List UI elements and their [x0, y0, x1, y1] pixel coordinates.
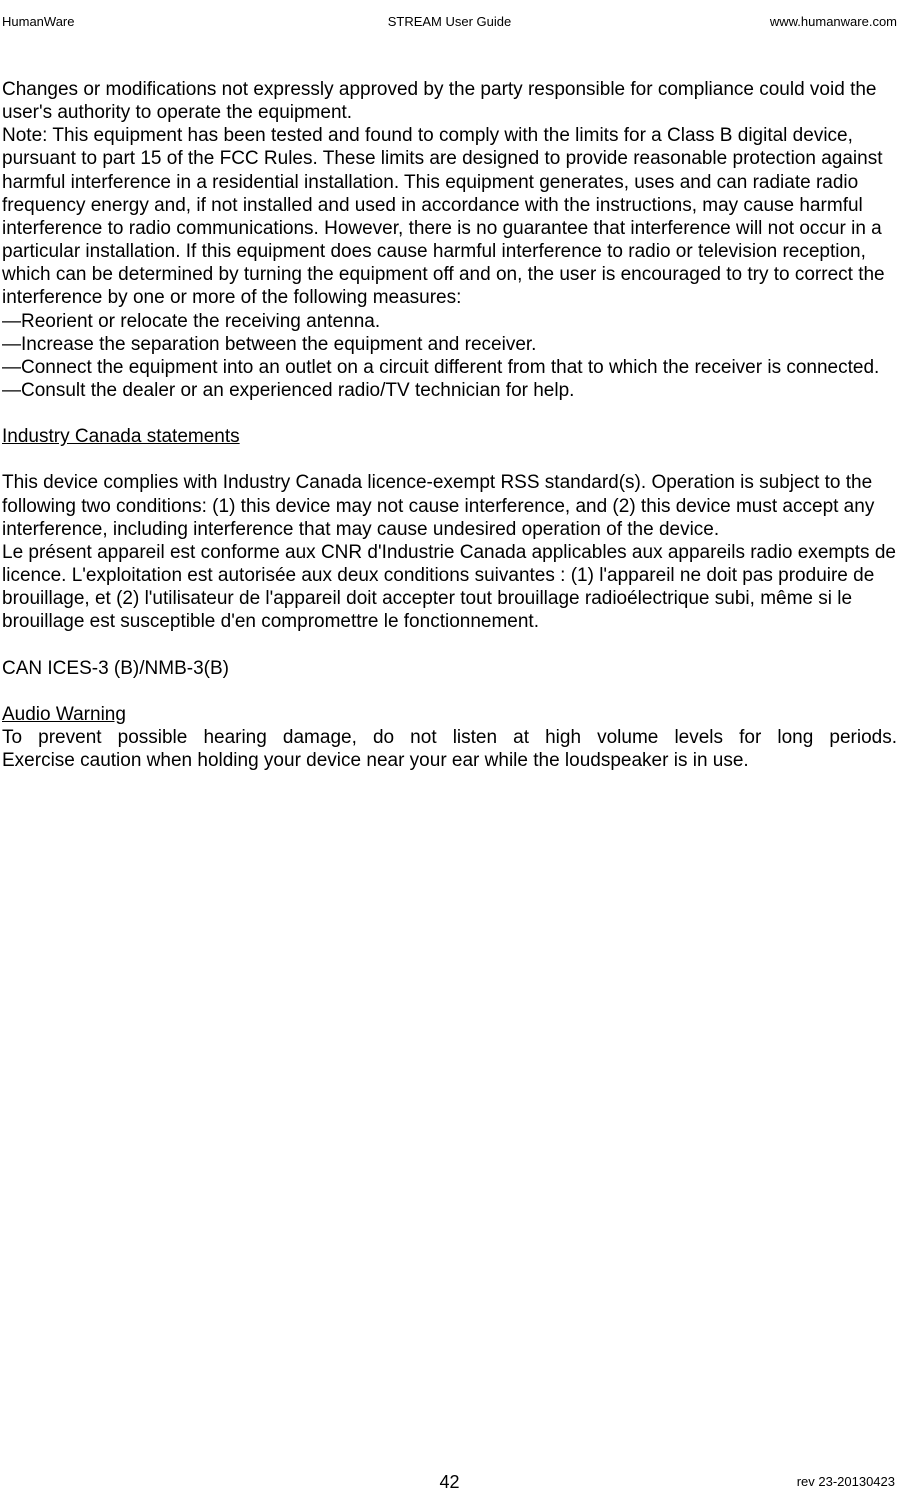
spacer [2, 634, 897, 657]
document-page: HumanWare STREAM User Guide www.humanwar… [0, 0, 899, 1506]
revision-number: rev 23-20130423 [797, 1474, 895, 1490]
measure-4: —Consult the dealer or an experienced ra… [2, 379, 897, 402]
spacer [2, 680, 897, 703]
heading-audio-warning: Audio Warning [2, 703, 897, 726]
heading-industry-canada: Industry Canada statements [2, 425, 897, 448]
paragraph-ic-english: This device complies with Industry Canad… [2, 471, 897, 541]
spacer [2, 402, 897, 425]
measure-3: —Connect the equipment into an outlet on… [2, 356, 897, 379]
page-header: HumanWare STREAM User Guide www.humanwar… [2, 14, 897, 30]
measure-2: —Increase the separation between the equ… [2, 333, 897, 356]
measure-1: —Reorient or relocate the receiving ante… [2, 310, 897, 333]
paragraph-ic-french: Le présent appareil est conforme aux CNR… [2, 541, 897, 634]
spacer [2, 448, 897, 471]
header-center: STREAM User Guide [0, 14, 899, 30]
paragraph-changes: Changes or modifications not expressly a… [2, 78, 897, 124]
paragraph-audio-1: To prevent possible hearing damage, do n… [2, 726, 897, 749]
paragraph-audio-2: Exercise caution when holding your devic… [2, 749, 897, 772]
paragraph-note: Note: This equipment has been tested and… [2, 124, 897, 309]
page-number: 42 [0, 1472, 899, 1494]
paragraph-ices: CAN ICES-3 (B)/NMB-3(B) [2, 657, 897, 680]
